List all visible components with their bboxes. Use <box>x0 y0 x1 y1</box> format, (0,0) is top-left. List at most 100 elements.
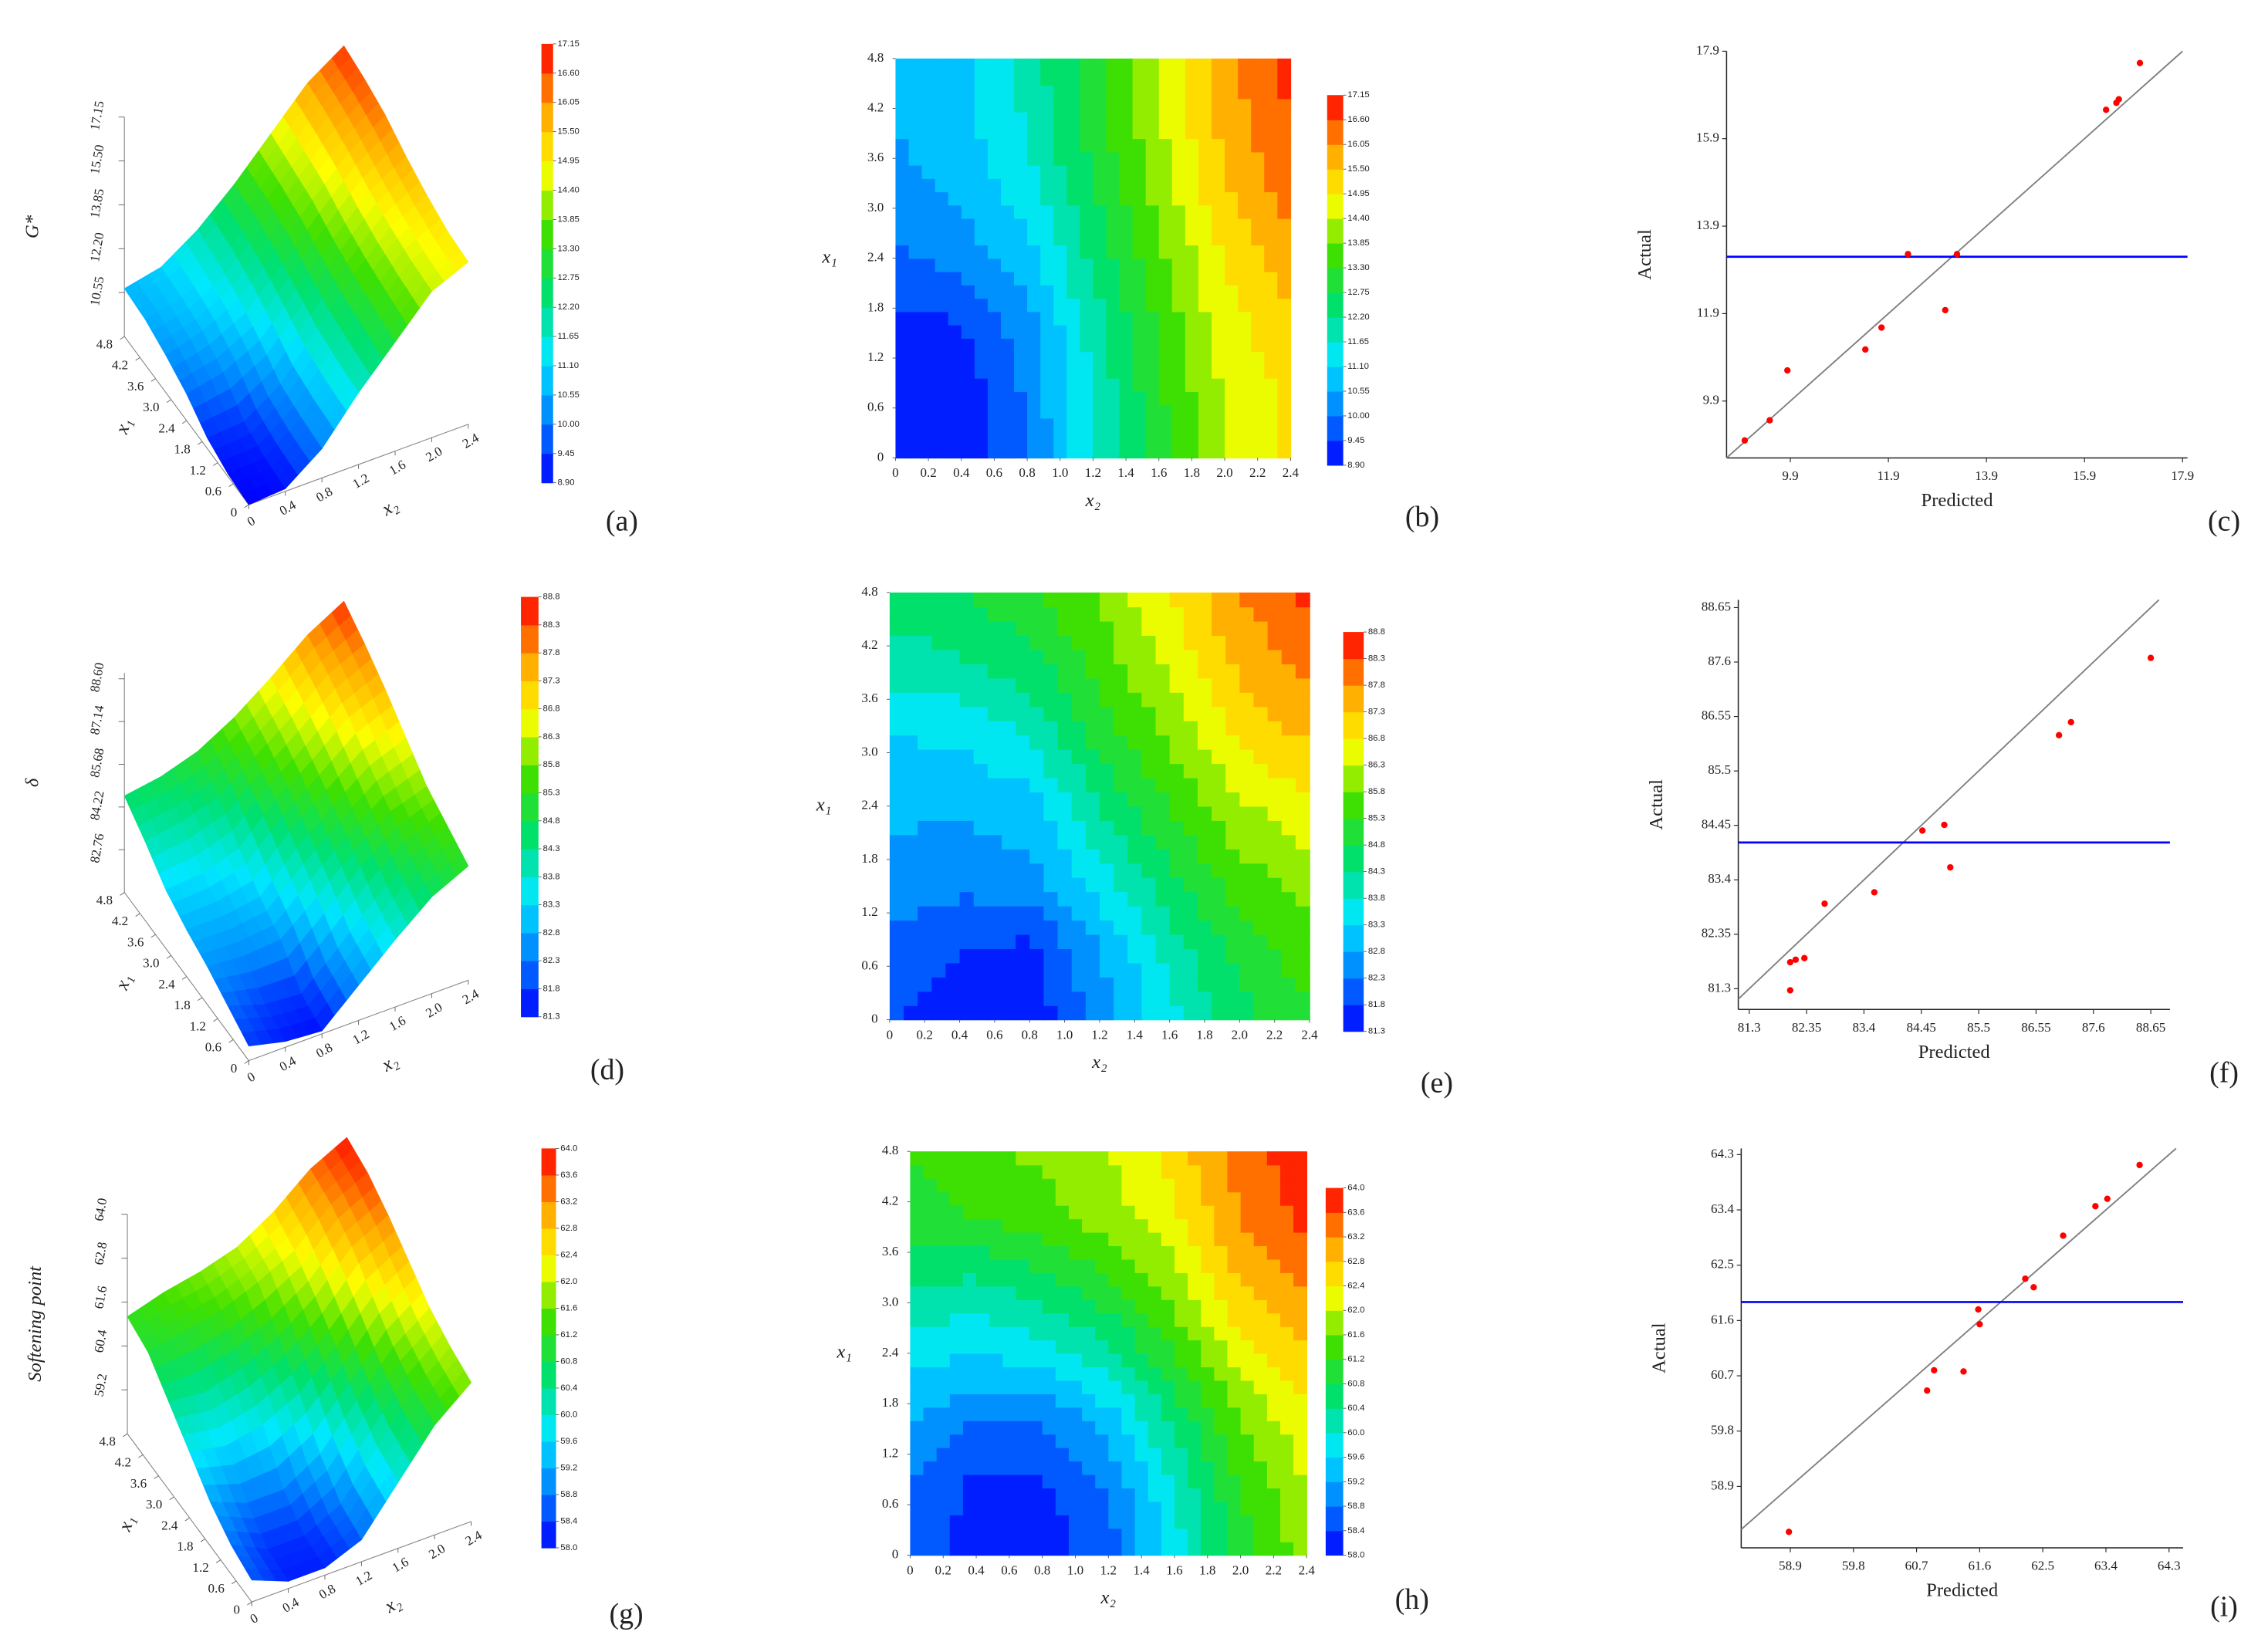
colorbar-label: 62.4 <box>1347 1281 1364 1290</box>
contour-cell <box>1188 1542 1202 1556</box>
contour-cell <box>1027 151 1041 166</box>
contour-cell <box>1251 111 1266 126</box>
contour-cell <box>1264 351 1279 366</box>
colorbar-label: 58.8 <box>560 1490 577 1499</box>
contour-cell <box>1132 377 1147 392</box>
contour-cell <box>1095 1447 1110 1462</box>
colorbar-label: 81.8 <box>1368 1000 1385 1009</box>
colorbar-band <box>1343 871 1364 899</box>
contour-cell <box>1169 977 1185 992</box>
contour-cell <box>1293 1285 1307 1300</box>
contour-cell <box>959 748 975 765</box>
contour-cell <box>1169 920 1185 935</box>
contour-cell <box>949 1340 964 1354</box>
x-tick-label: 2.2 <box>1249 465 1266 480</box>
contour-cell <box>936 1312 951 1327</box>
contour-cell <box>1161 1367 1175 1381</box>
contour-cell <box>962 1312 977 1327</box>
contour-cell <box>987 806 1002 821</box>
contour-cell <box>1132 231 1147 246</box>
contour-cell <box>908 444 923 459</box>
contour-cell <box>1099 692 1114 708</box>
contour-cell <box>1082 1542 1096 1556</box>
colorbar-label: 8.90 <box>1347 461 1364 470</box>
contour-cell <box>1043 820 1059 836</box>
contour-cell <box>1001 635 1016 650</box>
contour-cell <box>1080 417 1094 432</box>
x-tick-label: 1.8 <box>1184 465 1200 480</box>
surface-patch <box>241 1031 262 1047</box>
contour-cell <box>1174 1245 1188 1260</box>
contour-cell <box>1106 417 1120 432</box>
contour-cell <box>889 806 904 821</box>
contour-cell <box>1057 592 1073 608</box>
contour-cell <box>1253 948 1269 964</box>
contour-cell <box>1002 1299 1017 1314</box>
contour-cell <box>1085 849 1100 864</box>
contour-cell <box>976 1515 990 1529</box>
contour-cell <box>1095 1272 1110 1287</box>
contour-cell <box>1225 677 1241 693</box>
y-tick-label: 4.2 <box>112 914 128 928</box>
contour-cell <box>1169 692 1185 708</box>
contour-cell <box>1266 1178 1281 1193</box>
contour-cell <box>1225 178 1239 193</box>
contour-cell <box>1293 1164 1307 1179</box>
contour-cell <box>910 1421 924 1435</box>
contour-cell <box>1183 664 1198 679</box>
contour-cell <box>1188 1258 1202 1273</box>
contour-cell <box>1085 991 1100 1006</box>
contour-cell <box>961 138 975 153</box>
colorbar-band <box>1343 818 1364 846</box>
contour-cell <box>1014 72 1028 86</box>
contour-cell <box>1106 85 1120 100</box>
contour-cell <box>1266 1245 1281 1260</box>
y-tick-label: 15.9 <box>1696 130 1719 145</box>
data-point <box>2022 1275 2029 1282</box>
contour-cell <box>1161 1421 1175 1435</box>
contour-cell <box>1266 1421 1281 1435</box>
contour-cell <box>1068 1421 1083 1435</box>
contour-cell <box>1029 820 1045 836</box>
contour-cell <box>1148 1528 1162 1542</box>
contour-cell <box>1119 218 1134 232</box>
y-axis-label: x₁ <box>111 971 136 993</box>
contour-cell <box>910 1178 924 1193</box>
contour-cell <box>973 720 989 736</box>
contour-cell <box>1042 1178 1056 1193</box>
contour-cell <box>1281 806 1296 821</box>
contour-cell <box>921 404 936 419</box>
colorbar-label: 88.8 <box>543 593 560 602</box>
contour-cell <box>1043 592 1059 608</box>
contour-cell <box>921 178 936 193</box>
contour-cell <box>1001 748 1016 765</box>
contour-cell <box>1161 1447 1175 1462</box>
contour-cell <box>1095 1231 1110 1247</box>
contour-cell <box>1132 311 1147 326</box>
contour-cell <box>1014 364 1028 379</box>
contour-cell <box>904 977 918 992</box>
contour-cell <box>962 1218 977 1233</box>
contour-cell <box>1080 231 1094 246</box>
contour-cell <box>1141 934 1157 950</box>
contour-cell <box>1240 1285 1255 1300</box>
contour-cell <box>1171 138 1186 153</box>
contour-cell <box>910 1245 924 1260</box>
contour-cell <box>1016 1501 1030 1515</box>
contour-cell <box>895 85 910 100</box>
contour-cell <box>1185 191 1199 206</box>
contour-cell <box>948 311 962 326</box>
contour-cell <box>1145 404 1160 419</box>
contour-cell <box>1085 620 1100 637</box>
contour-cell <box>918 991 933 1006</box>
contour-cell <box>1099 664 1114 679</box>
contour-cell <box>1281 649 1296 664</box>
contour-cell <box>889 792 904 807</box>
contour-cell <box>949 1367 964 1381</box>
contour-cell <box>1016 692 1031 708</box>
contour-cell <box>1225 706 1241 721</box>
contour-cell <box>1267 635 1283 650</box>
contour-cell <box>1040 311 1054 326</box>
contour-cell <box>918 763 933 779</box>
contour-cell <box>1053 271 1068 285</box>
